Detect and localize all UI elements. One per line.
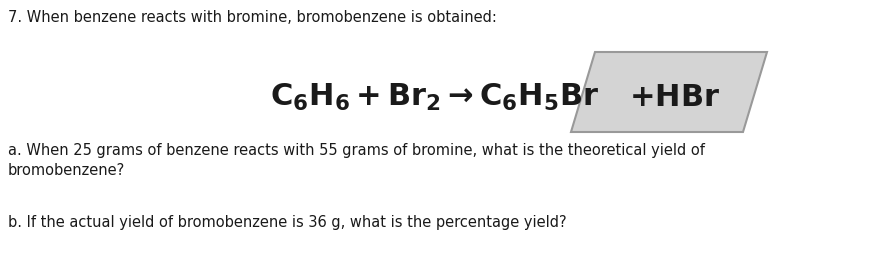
Text: bromobenzene?: bromobenzene? xyxy=(8,163,126,178)
Text: 7. When benzene reacts with bromine, bromobenzene is obtained:: 7. When benzene reacts with bromine, bro… xyxy=(8,10,497,25)
Text: a. When 25 grams of benzene reacts with 55 grams of bromine, what is the theoret: a. When 25 grams of benzene reacts with … xyxy=(8,143,705,158)
Text: $\mathbf{+ HBr}$: $\mathbf{+ HBr}$ xyxy=(630,82,720,112)
Polygon shape xyxy=(571,52,767,132)
Text: $\mathbf{C_6H_6 + Br_2 \rightarrow C_6H_5Br}$: $\mathbf{C_6H_6 + Br_2 \rightarrow C_6H_… xyxy=(270,81,600,113)
Text: b. If the actual yield of bromobenzene is 36 g, what is the percentage yield?: b. If the actual yield of bromobenzene i… xyxy=(8,215,567,230)
